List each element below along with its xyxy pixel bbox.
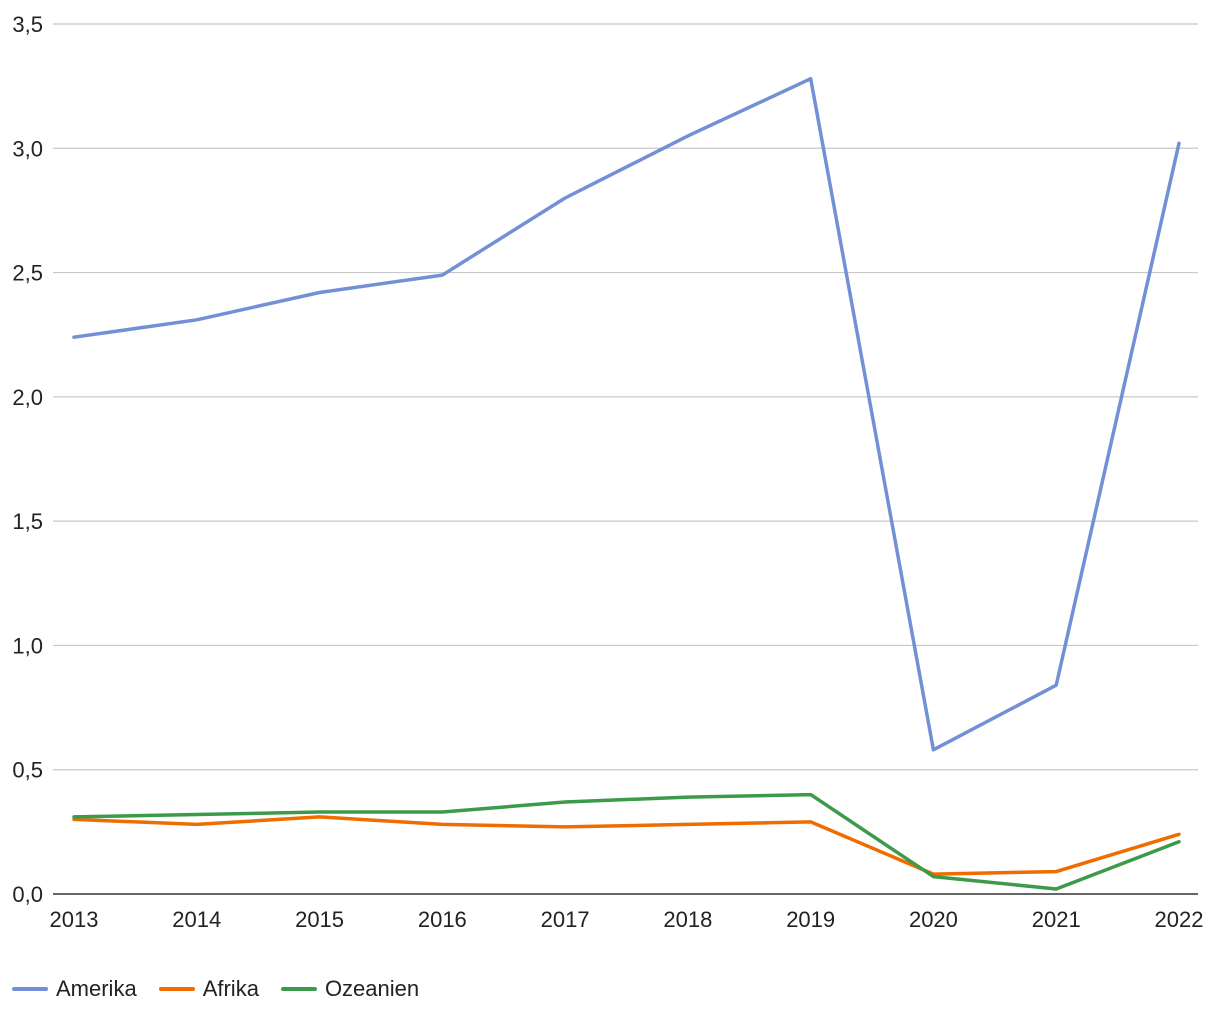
y-tick-label: 1,5 xyxy=(12,509,43,534)
y-tick-label: 1,0 xyxy=(12,633,43,658)
y-tick-label: 0,0 xyxy=(12,882,43,907)
x-tick-label: 2020 xyxy=(909,907,958,932)
y-tick-label: 2,0 xyxy=(12,385,43,410)
chart-plot-area: 0,0 0,5 1,0 1,5 2,0 2,5 3,0 3,5 2013 2014 2015 2016… xyxy=(12,12,1204,932)
series-line-ozeanien xyxy=(72,792,1181,891)
x-tick-label: 2017 xyxy=(541,907,590,932)
legend-item-amerika: Amerika xyxy=(12,976,137,1002)
legend-item-afrika: Afrika xyxy=(158,976,259,1002)
legend-swatch-ozeanien xyxy=(280,987,317,991)
x-tick-label: 2015 xyxy=(295,907,344,932)
chart-legend: Amerika Afrika Ozeanien xyxy=(12,976,419,1002)
legend-swatch-afrika xyxy=(158,987,195,991)
x-tick-label: 2021 xyxy=(1032,907,1081,932)
x-tick-label: 2019 xyxy=(786,907,835,932)
legend-swatch-amerika xyxy=(12,987,48,991)
x-tick-label: 2014 xyxy=(172,907,221,932)
y-tick-label: 2,5 xyxy=(12,261,43,286)
y-tick-label: 0,5 xyxy=(12,758,43,783)
legend-label-amerika: Amerika xyxy=(56,976,137,1001)
x-tick-label: 2016 xyxy=(418,907,467,932)
x-tick-label: 2022 xyxy=(1155,907,1204,932)
legend-label-ozeanien: Ozeanien xyxy=(324,976,420,1001)
x-tick-label: 2013 xyxy=(50,907,99,932)
y-tick-label: 3,0 xyxy=(12,136,43,161)
series-line-amerika xyxy=(72,76,1181,752)
legend-item-ozeanien: Ozeanien xyxy=(280,976,420,1002)
legend-label-afrika: Afrika xyxy=(202,976,259,1001)
x-tick-label: 2018 xyxy=(663,907,712,932)
y-tick-label: 3,5 xyxy=(12,12,43,37)
series-line-afrika xyxy=(72,815,1181,876)
